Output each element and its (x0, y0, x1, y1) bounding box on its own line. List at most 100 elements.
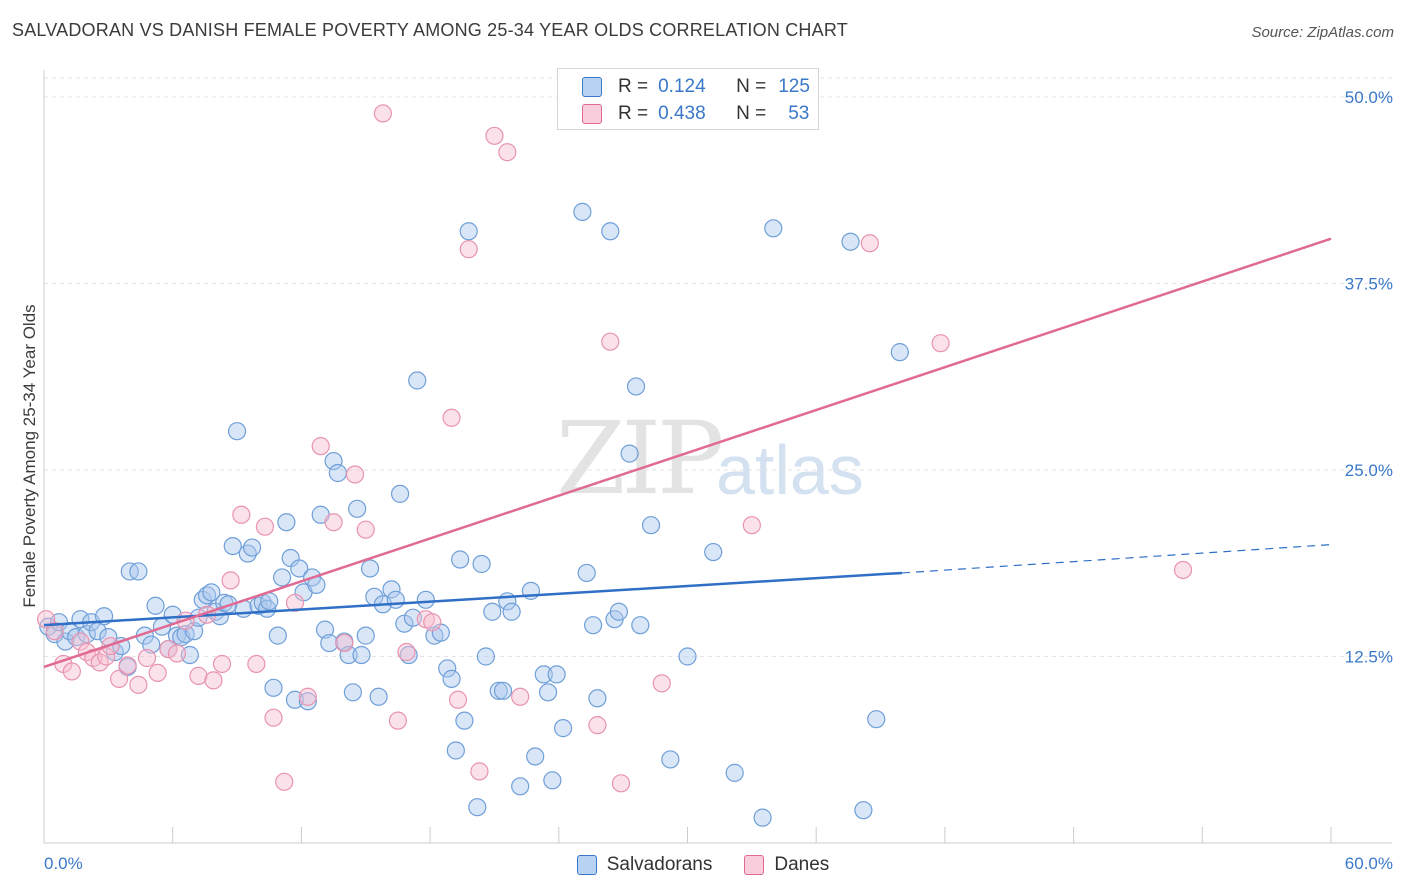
salvadoran-point (577, 563, 596, 583)
x-tick-label: 60.0% (1345, 854, 1393, 873)
dane-point (611, 774, 631, 793)
n-value: 53 (788, 103, 810, 124)
salvadoran-point (227, 422, 247, 441)
dane-point (397, 642, 416, 662)
legend-series: Salvadorans Danes (0, 852, 1406, 878)
salvadoran-point (483, 602, 502, 621)
salvadoran-point (678, 647, 697, 666)
dane-point (71, 632, 90, 651)
salvadoran-point (867, 710, 886, 729)
salvadoran-point (753, 808, 772, 827)
salvadoran-point (704, 542, 723, 562)
salvadoran-point (609, 602, 628, 621)
salvadoran-point (446, 741, 465, 760)
salvadoran-point (390, 484, 410, 503)
salvadoran-point (511, 777, 530, 796)
salvadoran-point (547, 665, 566, 684)
salvadoran-point (369, 687, 388, 706)
n-label: N = (736, 103, 767, 124)
danes-trend-line (43, 237, 1332, 669)
danes-swatch (582, 104, 602, 124)
dane-point (931, 334, 950, 353)
salvadorans-swatch (582, 77, 602, 97)
dane-point (373, 104, 393, 123)
salvadoran-point (416, 590, 435, 609)
salvadoran-point (489, 681, 508, 700)
salvadoran-point (661, 750, 680, 769)
salvadoran-point (260, 592, 279, 611)
salvadoran-point (298, 692, 317, 711)
salvadoran-point (459, 222, 478, 241)
dane-point (652, 674, 671, 693)
salvadoran-point (142, 635, 161, 654)
salvadoran-point (476, 647, 495, 666)
legend-stats: R = 0.124 N = 125 R = 0.438 N = 53 (557, 68, 819, 130)
legend-row-danes: R = 0.438 N = 53 (582, 101, 809, 127)
watermark-zip: ZIP (556, 400, 724, 517)
salvadoran-point (272, 568, 292, 587)
dane-point (255, 517, 275, 536)
legend-item-danes: Danes (744, 854, 829, 876)
r-value: 0.124 (658, 76, 706, 97)
dane-point (247, 654, 266, 674)
salvadoran-point (472, 554, 491, 574)
salvadoran-point (534, 665, 553, 684)
salvadoran-point (543, 771, 562, 790)
dane-point (311, 437, 330, 456)
dane-point (423, 613, 442, 632)
legend-label: Danes (774, 854, 830, 875)
legend-label: Salvadorans (606, 854, 713, 875)
salvadoran-point (386, 590, 405, 609)
dane-point (1173, 560, 1193, 580)
salvadoran-point (268, 626, 287, 645)
salvadoran-point (382, 580, 401, 599)
salvadoran-point (601, 222, 620, 241)
salvadoran-point (588, 689, 607, 708)
dane-point (335, 633, 354, 653)
y-axis-label: Female Poverty Among 25-34 Year Olds (20, 304, 39, 608)
dane-point (159, 639, 178, 659)
salvadoran-point (626, 377, 646, 396)
dane-point (167, 644, 187, 663)
salvadoran-point (315, 620, 335, 639)
dane-point (498, 143, 517, 162)
r-label: R = (618, 103, 649, 124)
n-value: 125 (778, 76, 810, 97)
n-label: N = (736, 76, 767, 97)
dane-point (97, 647, 116, 666)
salvadoran-point (356, 626, 375, 645)
y-tick-label: 37.5% (1345, 275, 1393, 294)
y-tick-label: 25.0% (1345, 461, 1393, 480)
salvadoran-point (242, 538, 262, 557)
dane-point (324, 513, 343, 532)
dane-point (448, 690, 468, 709)
dane-point (511, 687, 530, 706)
salvadoran-point (725, 763, 744, 782)
salvadoran-point (399, 645, 418, 665)
salvadoran-point (352, 645, 371, 665)
salvadoran-point (277, 513, 296, 532)
dane-point (485, 126, 504, 145)
dane-point (62, 662, 81, 681)
salvadoran-point (455, 711, 474, 730)
salvadoran-point (502, 602, 521, 621)
salvadoran-point (764, 219, 783, 238)
dane-point (601, 332, 620, 351)
dane-point (232, 505, 251, 524)
salvadoran-point (202, 583, 221, 602)
chart-title: SALVADORAN VS DANISH FEMALE POVERTY AMON… (12, 20, 848, 40)
dane-point (345, 465, 365, 484)
salvadoran-point (526, 747, 545, 766)
salvadorans-trend-line (43, 571, 903, 627)
dane-point (285, 593, 305, 612)
dane-point (137, 648, 157, 668)
dane-point (129, 675, 148, 694)
salvadoran-point (890, 343, 909, 362)
dane-point (388, 711, 408, 730)
salvadoran-point (264, 678, 283, 697)
salvadoran-point (631, 616, 650, 635)
salvadoran-point (320, 633, 339, 653)
salvadoran-point (620, 444, 639, 463)
salvadoran-point (290, 559, 309, 578)
